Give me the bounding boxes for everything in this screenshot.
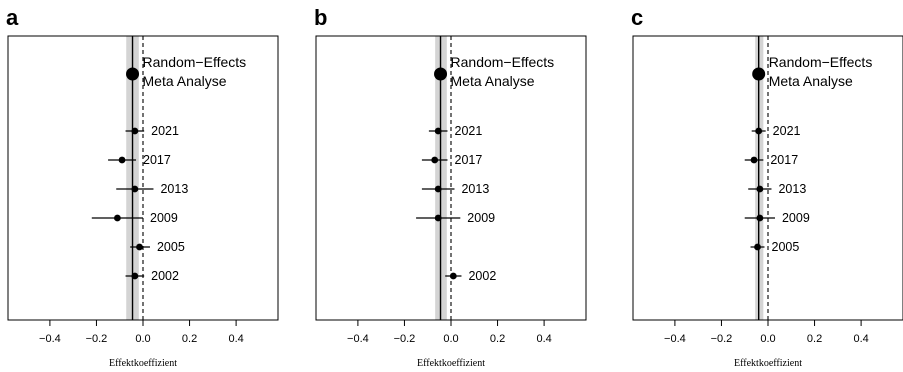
x-tick-label: 0.4 (228, 333, 243, 345)
study-point-2002 (449, 272, 457, 280)
x-tick-label: 0.4 (536, 333, 551, 345)
meta-label-line1: Random−Effects (451, 54, 555, 70)
meta-label-line1: Random−Effects (143, 54, 247, 70)
study-year-label-2009: 2009 (467, 211, 495, 225)
study-year-label-2005: 2005 (157, 240, 185, 254)
panel-letter: a (6, 5, 19, 30)
study-point-2013 (756, 185, 764, 193)
x-axis-label: Effektkoeffizient (417, 358, 485, 369)
x-tick-label: 0.0 (135, 333, 150, 345)
panel-letter: b (314, 5, 327, 30)
x-tick-label: 0.0 (760, 333, 775, 345)
study-point-2013 (434, 185, 442, 193)
study-year-label-2021: 2021 (455, 124, 483, 138)
study-point-2021 (434, 127, 442, 135)
study-year-label-2002: 2002 (468, 269, 496, 283)
x-tick-label: −0.2 (86, 333, 108, 345)
study-year-label-2009: 2009 (150, 211, 178, 225)
study-point-2009 (113, 214, 121, 222)
study-point-2021 (755, 127, 763, 135)
study-year-label-2017: 2017 (455, 153, 483, 167)
study-point-2017 (118, 156, 126, 164)
study-point-2005 (754, 243, 761, 251)
study-point-2009 (434, 214, 442, 222)
x-tick-label: 0.2 (807, 333, 822, 345)
study-point-2017 (750, 156, 758, 164)
study-year-label-2017: 2017 (770, 153, 798, 167)
study-year-label-2017: 2017 (143, 153, 171, 167)
x-tick-label: 0.4 (853, 333, 868, 345)
meta-estimate-point (752, 67, 766, 81)
x-axis-label: Effektkoeffizient (109, 358, 177, 369)
meta-estimate-point (126, 67, 140, 81)
x-tick-label: 0.0 (443, 333, 458, 345)
study-year-label-2021: 2021 (151, 124, 179, 138)
x-tick-label: −0.2 (711, 333, 733, 345)
study-point-2017 (431, 156, 439, 164)
meta-label-line1: Random−Effects (769, 54, 873, 70)
forest-panel-a: a Random−Effects Meta Analyse 2021 2017 2013 2… (6, 5, 279, 369)
study-year-label-2002: 2002 (151, 269, 179, 283)
x-tick-label: −0.4 (39, 333, 61, 345)
x-tick-label: 0.2 (490, 333, 505, 345)
forest-panel-b: b Random−Effects Meta Analyse 2021 2017 2013 2… (314, 5, 587, 369)
forest-panel-c: c Random−Effects Meta Analyse 2021 2017 2013 2… (631, 5, 903, 369)
panel-letter: c (631, 5, 643, 30)
meta-label-line2: Meta Analyse (143, 73, 227, 89)
x-tick-label: −0.2 (394, 333, 416, 345)
meta-label-line2: Meta Analyse (451, 73, 535, 89)
meta-estimate-point (434, 67, 448, 81)
study-point-2013 (131, 185, 139, 193)
study-year-label-2005: 2005 (772, 240, 800, 254)
study-point-2005 (136, 243, 143, 251)
meta-label-line2: Meta Analyse (769, 73, 853, 89)
x-tick-label: 0.2 (182, 333, 197, 345)
study-year-label-2013: 2013 (461, 182, 489, 196)
study-year-label-2009: 2009 (782, 211, 810, 225)
x-axis-label: Effektkoeffizient (734, 358, 802, 369)
study-point-2002 (131, 272, 139, 280)
study-point-2009 (756, 214, 764, 222)
study-point-2021 (131, 127, 139, 135)
study-year-label-2021: 2021 (773, 124, 801, 138)
x-tick-label: −0.4 (664, 333, 686, 345)
study-year-label-2013: 2013 (778, 182, 806, 196)
x-tick-label: −0.4 (347, 333, 369, 345)
study-year-label-2013: 2013 (160, 182, 188, 196)
